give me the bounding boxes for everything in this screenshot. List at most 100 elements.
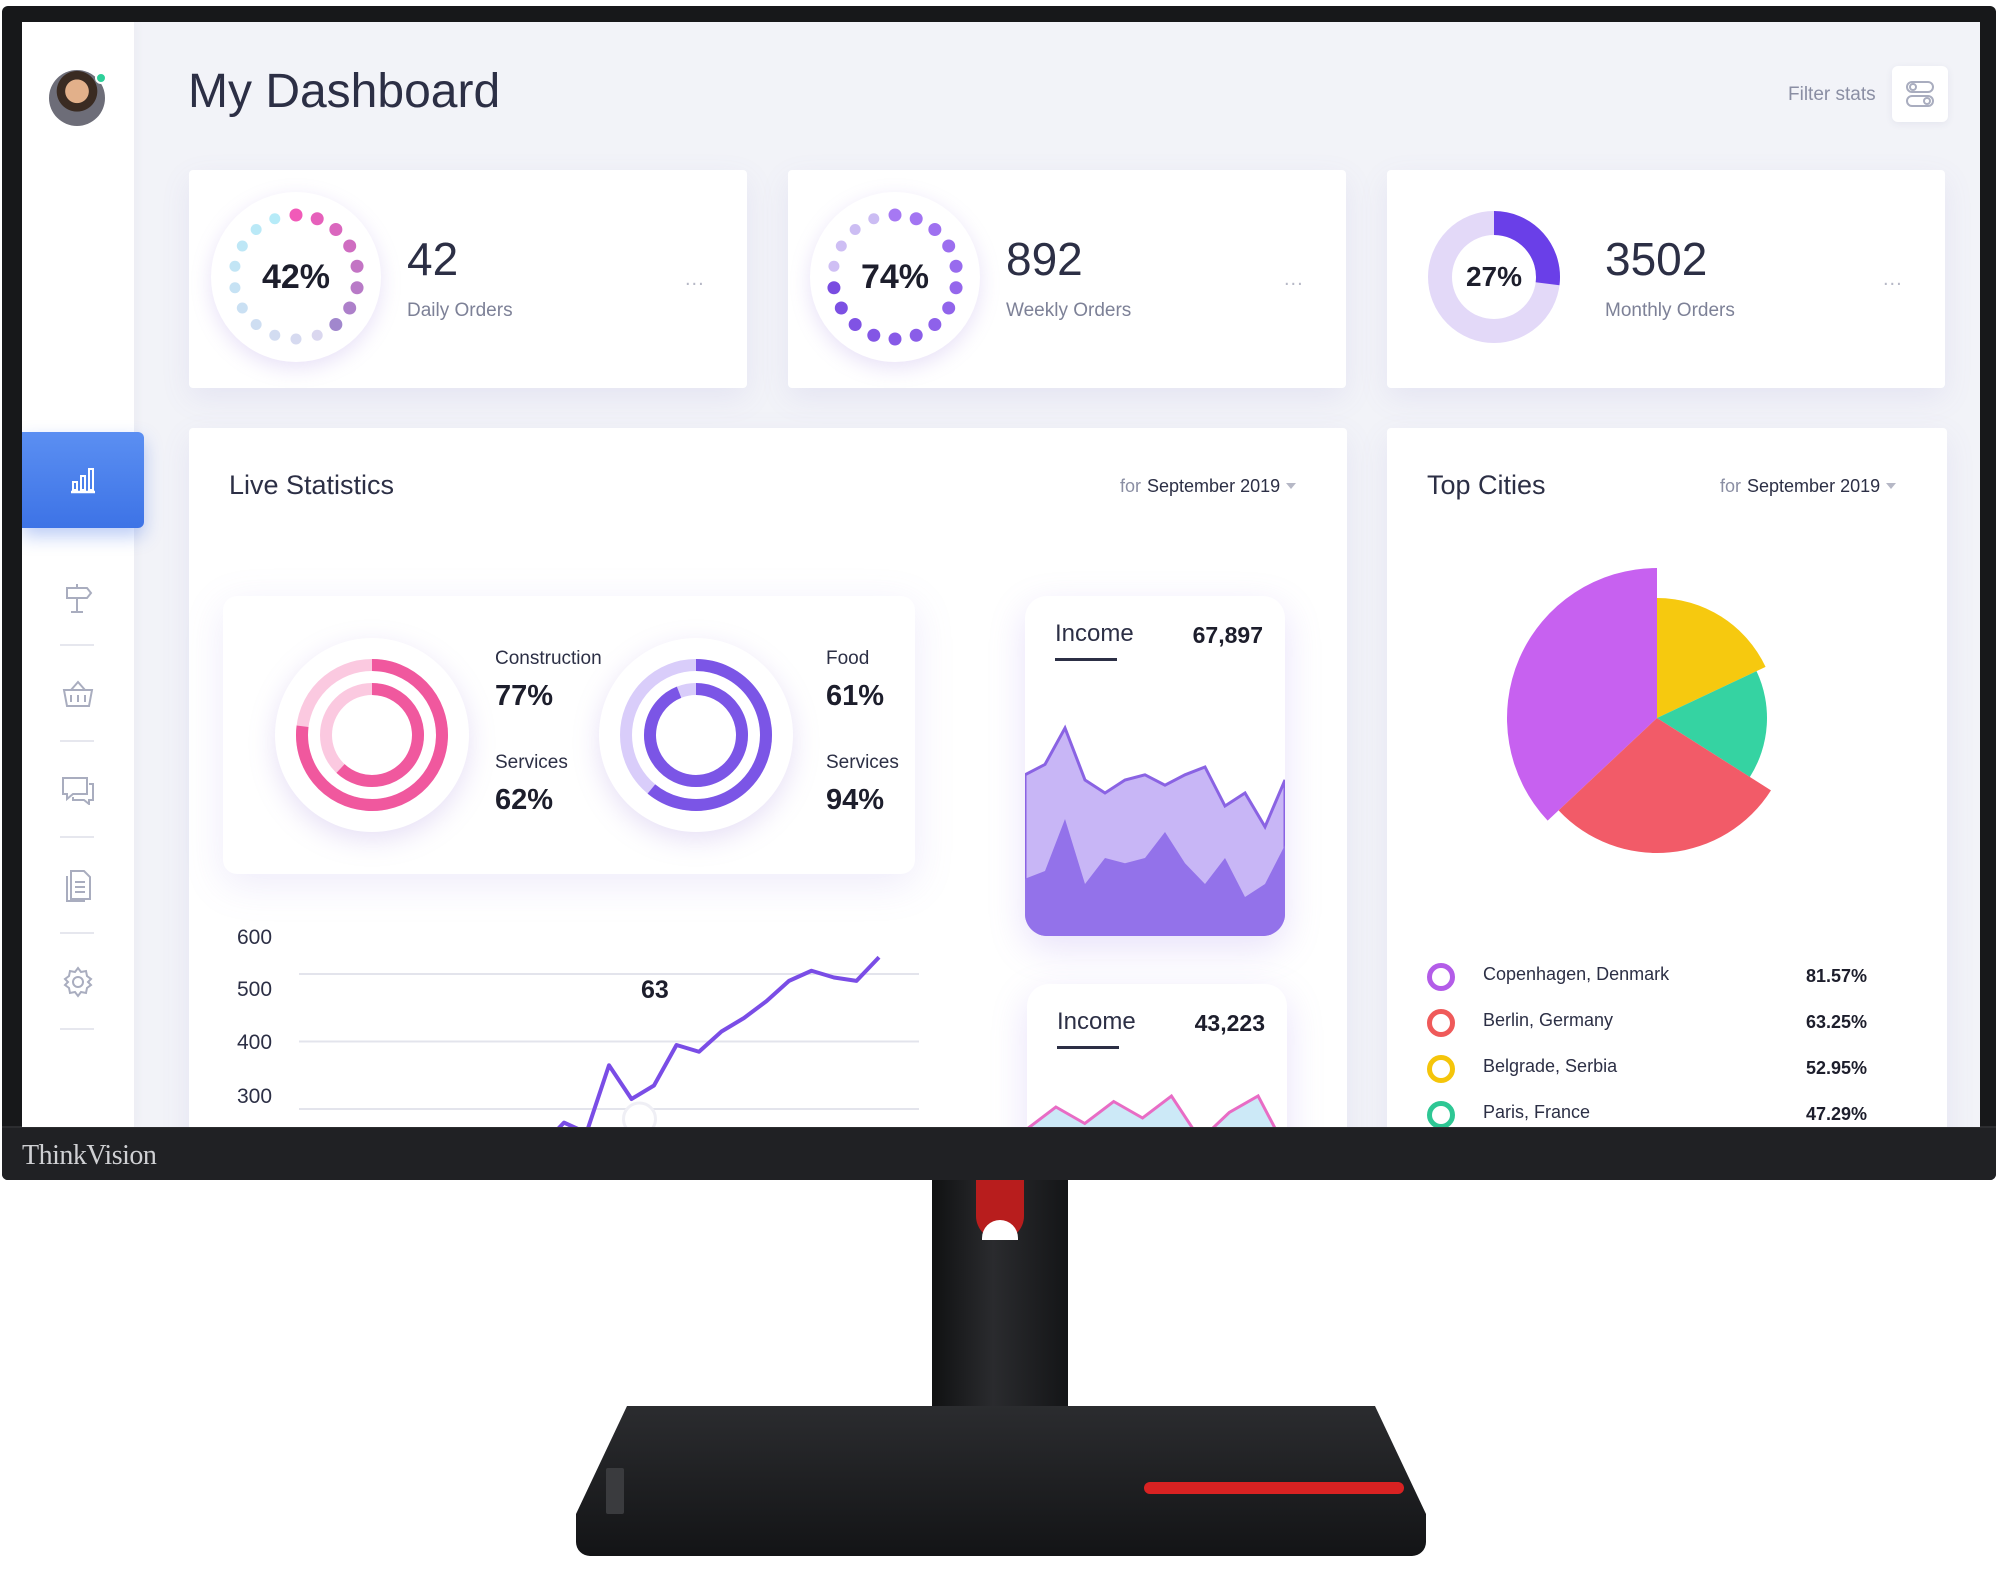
ring-arc-outer bbox=[647, 659, 772, 811]
donut-progress-ring: 27% bbox=[1409, 192, 1579, 362]
income-card: Income 43,223 bbox=[1027, 984, 1287, 1127]
progress-dot bbox=[949, 281, 963, 295]
progress-dot bbox=[250, 318, 262, 330]
dashboard-screen: My Dashboard Filter stats 42% 42 Daily O… bbox=[22, 22, 1980, 1127]
sidebar-divider bbox=[60, 644, 94, 646]
legend-color-ring bbox=[1427, 963, 1455, 991]
stat-percent: 27% bbox=[1465, 261, 1523, 292]
line-chart bbox=[299, 955, 919, 1127]
concentric-ring-graphic bbox=[620, 659, 772, 811]
ring-caption: Services bbox=[495, 752, 568, 773]
brand-logo: ThinkVision bbox=[22, 1140, 157, 1171]
avatar[interactable] bbox=[49, 70, 107, 126]
ring-value: 77% bbox=[495, 680, 554, 712]
pie-slice bbox=[1507, 568, 1657, 821]
pie-chart bbox=[1507, 568, 1771, 853]
caret-down-icon bbox=[1886, 483, 1897, 489]
concentric-ring-chart bbox=[275, 638, 469, 832]
legend-city-name: Paris, France bbox=[1483, 1102, 1591, 1122]
live-statistics-panel: Live Statistics for September 2019 Constr… bbox=[189, 428, 1347, 1127]
progress-dot bbox=[310, 212, 324, 226]
more-options-button[interactable]: ... bbox=[1284, 268, 1304, 290]
progress-dot bbox=[311, 329, 323, 341]
stat-label: Weekly Orders bbox=[1006, 300, 1132, 321]
sidebar bbox=[22, 22, 144, 1127]
stat-value: 892 bbox=[1006, 233, 1083, 285]
progress-dot bbox=[350, 259, 364, 273]
income-label: Income bbox=[1055, 620, 1134, 647]
legend-row[interactable]: Paris, France 47.29% bbox=[1427, 1096, 1907, 1127]
dotted-progress-graphic bbox=[229, 208, 364, 345]
period-value: September 2019 bbox=[1147, 476, 1281, 496]
income-card: Income 67,897 bbox=[1025, 596, 1285, 936]
progress-dot bbox=[888, 208, 902, 222]
progress-dot bbox=[329, 223, 343, 237]
top-cities-panel: Top Cities for September 2019 Copenhagen,… bbox=[1387, 428, 1947, 1127]
stat-value: 3502 bbox=[1605, 233, 1708, 285]
more-options-button[interactable]: ... bbox=[685, 268, 705, 290]
sidebar-item-documents[interactable] bbox=[42, 838, 114, 934]
line-marker bbox=[622, 1101, 657, 1127]
sidebar-divider bbox=[60, 1028, 94, 1030]
line-series bbox=[557, 955, 881, 1127]
pie-slice bbox=[1657, 598, 1766, 718]
legend-row[interactable]: Berlin, Germany 63.25% bbox=[1427, 1004, 1907, 1044]
for-label: for bbox=[1720, 476, 1742, 496]
progress-dot bbox=[350, 281, 364, 295]
income-area-series bbox=[1027, 1093, 1277, 1127]
dotted-progress-ring: 74% bbox=[810, 192, 980, 362]
legend-city-name: Berlin, Germany bbox=[1483, 1010, 1614, 1030]
sidebar-divider bbox=[60, 932, 94, 934]
progress-dot bbox=[888, 332, 902, 346]
toggle-filter-icon bbox=[1906, 81, 1934, 107]
legend-color-ring bbox=[1427, 1055, 1455, 1083]
concentric-ring-chart bbox=[599, 638, 793, 832]
sidebar-item-messages[interactable] bbox=[42, 742, 114, 838]
ring-arc-inner bbox=[336, 683, 424, 787]
sidebar-item-settings[interactable] bbox=[42, 934, 114, 1030]
donut-progress-graphic bbox=[1428, 211, 1560, 343]
progress-dot bbox=[269, 329, 281, 341]
signpost-icon bbox=[66, 584, 93, 613]
ring-arc-outer bbox=[296, 659, 448, 811]
line-point-label: 63 bbox=[641, 976, 669, 1004]
ring-value: 94% bbox=[826, 784, 885, 816]
progress-dot bbox=[343, 239, 357, 253]
period-selector[interactable]: for September 2019 bbox=[1120, 476, 1297, 497]
progress-dot bbox=[269, 213, 281, 225]
progress-dot bbox=[834, 301, 848, 315]
page-title: My Dashboard bbox=[188, 65, 501, 118]
pie-slice bbox=[1657, 671, 1767, 777]
caret-down-icon bbox=[1286, 483, 1297, 489]
ring-caption: Construction bbox=[495, 648, 602, 669]
period-selector[interactable]: for September 2019 bbox=[1720, 476, 1897, 497]
panel-title: Top Cities bbox=[1427, 470, 1546, 500]
legend-color-ring bbox=[1427, 1101, 1455, 1127]
stat-card-weekly: 74% 892 Weekly Orders ... bbox=[788, 170, 1346, 388]
income-value: 67,897 bbox=[1192, 622, 1263, 648]
legend-row[interactable]: Copenhagen, Denmark 81.57% bbox=[1427, 958, 1907, 998]
legend-percent: 63.25% bbox=[1805, 1012, 1867, 1032]
sidebar-item-statistics[interactable] bbox=[22, 432, 144, 528]
monitor-stand-base bbox=[576, 1406, 1426, 1556]
legend-row[interactable]: Belgrade, Serbia 52.95% bbox=[1427, 1050, 1907, 1090]
sidebar-divider bbox=[60, 836, 94, 838]
progress-dot bbox=[949, 259, 963, 273]
filter-stats-button[interactable] bbox=[1892, 66, 1948, 122]
ring-arc-inner bbox=[644, 683, 748, 787]
sidebar-item-directions[interactable] bbox=[42, 550, 114, 646]
for-label: for bbox=[1120, 476, 1142, 496]
filter-stats-label[interactable]: Filter stats bbox=[1788, 84, 1876, 105]
progress-dot bbox=[229, 282, 241, 294]
sidebar-item-shop[interactable] bbox=[42, 646, 114, 742]
income-area-series bbox=[1025, 819, 1285, 936]
monitor-chin bbox=[2, 1126, 1996, 1180]
progress-dot bbox=[835, 240, 847, 252]
concentric-ring-graphic bbox=[296, 659, 448, 811]
more-options-button[interactable]: ... bbox=[1883, 268, 1903, 290]
y-tick-label: 400 bbox=[237, 1031, 273, 1054]
gear-icon bbox=[63, 966, 93, 998]
stat-label: Monthly Orders bbox=[1605, 300, 1735, 321]
income-area-chart bbox=[1027, 1093, 1277, 1127]
